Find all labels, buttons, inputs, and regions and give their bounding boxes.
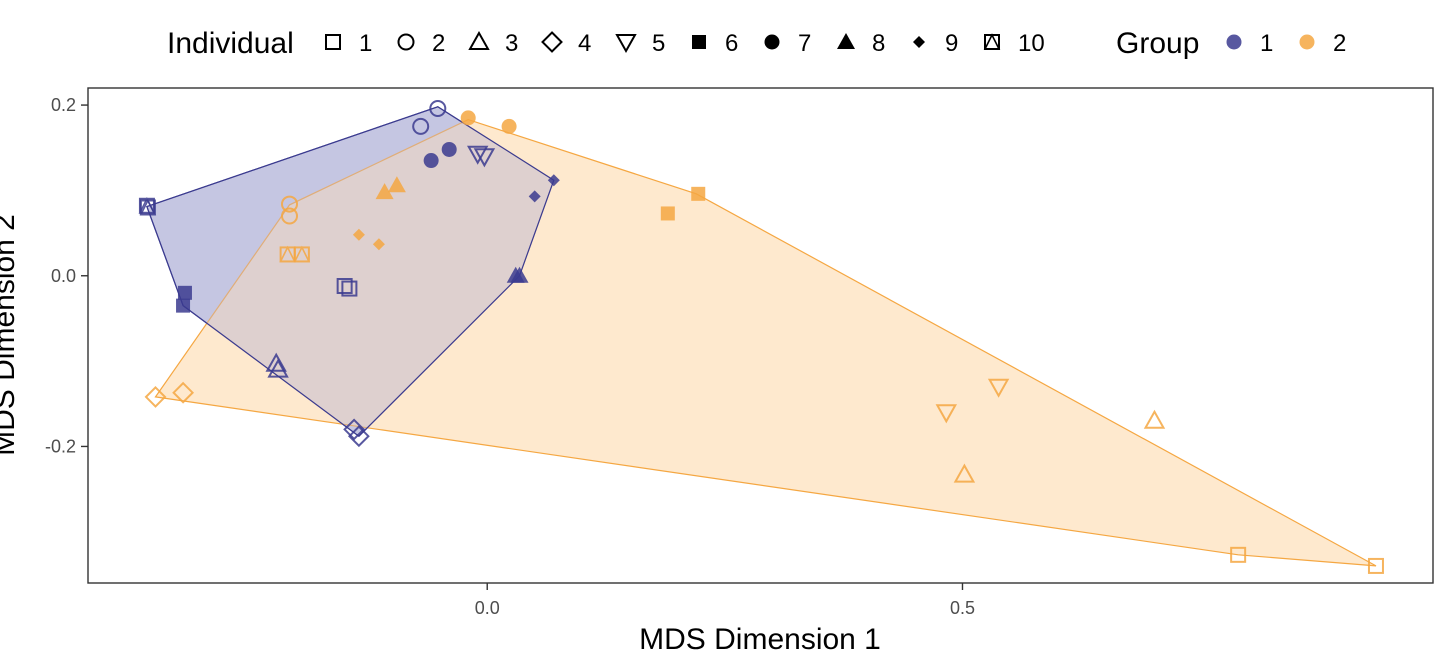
point-g2-ind5-8 <box>935 404 958 424</box>
legend-individual-9-label: 9 <box>945 30 958 57</box>
legend-individual-1-icon <box>325 34 341 50</box>
point-g2-ind6-10 <box>660 206 675 221</box>
point-g1-ind5-9 <box>473 148 496 168</box>
point-g1-ind6-11 <box>176 298 191 313</box>
x-axis-title: MDS Dimension 1 <box>639 623 881 653</box>
legend-individual-7-icon <box>764 34 780 50</box>
point-g1-ind2-2 <box>412 117 430 135</box>
y-tick-label-0: 0.2 <box>51 95 76 115</box>
point-g1-ind1-0 <box>336 278 353 294</box>
point-g1-ind3-5 <box>267 358 289 378</box>
convex-hulls <box>146 106 1377 567</box>
legend-individual-2-label: 2 <box>432 30 445 57</box>
data-points <box>138 99 1384 574</box>
point-g1-ind4-7 <box>347 425 370 448</box>
legend-individual-10-icon <box>983 33 1001 50</box>
point-g1-ind1-1 <box>341 280 358 297</box>
point-g2-ind8-15 <box>387 176 406 193</box>
legend-individual-6-icon <box>692 35 706 49</box>
point-g2-ind9-16 <box>352 228 365 241</box>
point-g1-ind5-8 <box>466 145 489 165</box>
point-g2-ind1-1 <box>1367 557 1384 574</box>
point-g2-ind3-5 <box>1143 409 1166 429</box>
point-g1-ind2-3 <box>429 99 447 117</box>
point-g2-ind6-11 <box>691 186 706 201</box>
legend-individual-5-icon <box>615 34 637 54</box>
x-tick-label-1: 0.5 <box>950 598 975 618</box>
legend-title-individual: Individual <box>167 27 294 60</box>
point-g1-ind9-17 <box>547 174 560 187</box>
point-g1-ind9-16 <box>528 190 541 203</box>
legend-individual-3-label: 3 <box>505 30 518 57</box>
legend-group-2-label: 2 <box>1333 30 1346 57</box>
point-g2-ind7-13 <box>501 118 517 134</box>
axes: 0.0 0.5 0.2 0.0 -0.2 <box>45 95 975 618</box>
y-tick-label-2: -0.2 <box>45 436 76 456</box>
point-g2-ind2-3 <box>281 207 299 225</box>
legend-individual-4-label: 4 <box>578 30 591 57</box>
legend-individual-5-label: 5 <box>652 30 665 57</box>
point-g1-ind7-13 <box>441 141 457 157</box>
point-g2-ind4-7 <box>172 381 195 404</box>
point-g2-ind4-6 <box>144 385 167 408</box>
legend-individual-6-label: 6 <box>725 30 738 57</box>
point-g2-ind7-12 <box>460 110 476 126</box>
legend-individual-2-icon <box>397 33 415 51</box>
x-tick-label-0: 0.0 <box>475 598 500 618</box>
legend-individual-3-icon <box>468 30 490 50</box>
legend-group-2-icon <box>1299 34 1315 50</box>
point-g1-ind3-4 <box>265 352 287 372</box>
point-g2-ind3-4 <box>953 463 976 483</box>
legend-individual-9-icon <box>913 36 925 48</box>
legend-group-1-label: 1 <box>1260 30 1273 57</box>
point-g1-ind6-10 <box>177 285 192 300</box>
legend: Individual 1 2 3 4 5 6 7 8 9 10 Group 1 2 <box>167 27 1346 60</box>
point-g2-ind10-19 <box>293 245 311 263</box>
point-g2-ind5-9 <box>987 378 1010 398</box>
legend-individual-4-icon <box>541 31 563 53</box>
legend-individual-8-label: 8 <box>872 30 885 57</box>
point-g2-ind1-0 <box>1230 546 1247 563</box>
point-g1-ind10-19 <box>139 198 157 216</box>
y-tick-label-1: 0.0 <box>51 266 76 286</box>
plot-panel-border <box>87 87 1434 584</box>
legend-individual-7-label: 7 <box>798 30 811 57</box>
point-g1-ind8-15 <box>510 266 529 283</box>
point-g1-ind7-12 <box>423 153 439 169</box>
point-g2-ind8-14 <box>375 183 394 200</box>
legend-individual-10-label: 10 <box>1018 30 1045 57</box>
point-g2-ind2-2 <box>281 195 299 213</box>
legend-individual-8-icon <box>837 33 855 49</box>
point-g1-ind4-6 <box>343 418 366 441</box>
legend-title-group: Group <box>1116 27 1199 60</box>
legend-group-1-icon <box>1226 34 1242 50</box>
legend-individual-1-label: 1 <box>359 30 372 57</box>
point-g2-ind9-17 <box>372 238 385 251</box>
y-axis-title: MDS Dimension 2 <box>0 214 21 456</box>
